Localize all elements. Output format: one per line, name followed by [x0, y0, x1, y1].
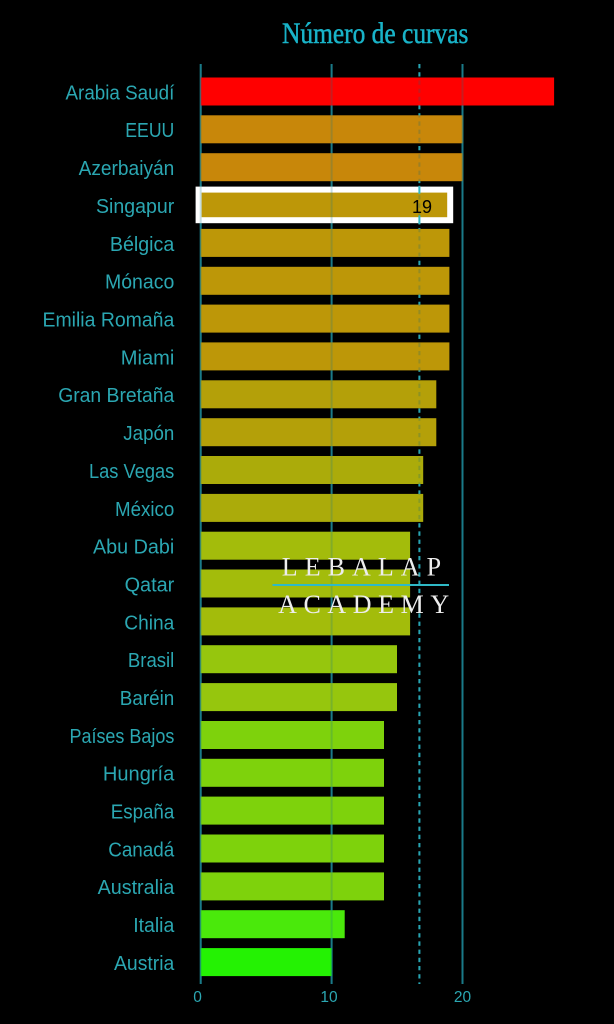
svg-text:Mónaco: Mónaco: [105, 272, 174, 294]
svg-text:Países Bajos: Países Bajos: [70, 726, 175, 748]
svg-text:10: 10: [320, 989, 338, 1006]
svg-text:Brasil: Brasil: [128, 650, 174, 672]
svg-text:Número de curvas: Número de curvas: [282, 17, 468, 50]
svg-text:Azerbaiyán: Azerbaiyán: [79, 158, 175, 180]
svg-text:México: México: [115, 499, 174, 521]
svg-text:Italia: Italia: [133, 915, 175, 937]
svg-text:Qatar: Qatar: [125, 574, 175, 596]
svg-text:LEBALAP: LEBALAP: [282, 553, 447, 582]
svg-text:Japón: Japón: [123, 423, 174, 445]
svg-text:Emilia Romaña: Emilia Romaña: [43, 310, 176, 332]
svg-text:Gran Bretaña: Gran Bretaña: [58, 385, 175, 407]
svg-text:Baréin: Baréin: [120, 688, 175, 710]
svg-text:Arabia Saudí: Arabia Saudí: [66, 82, 175, 104]
svg-text:Las Vegas: Las Vegas: [89, 461, 174, 483]
svg-text:Singapur: Singapur: [96, 196, 175, 218]
svg-text:0: 0: [193, 989, 202, 1006]
svg-text:Canadá: Canadá: [108, 839, 175, 861]
svg-text:Hungría: Hungría: [103, 764, 175, 786]
svg-text:España: España: [111, 802, 175, 824]
svg-text:Bélgica: Bélgica: [110, 234, 175, 256]
svg-text:Abu Dabi: Abu Dabi: [93, 537, 174, 559]
svg-text:20: 20: [454, 989, 472, 1006]
svg-text:China: China: [124, 612, 175, 634]
svg-text:ACADEMY: ACADEMY: [278, 590, 454, 619]
svg-text:Australia: Australia: [98, 877, 176, 899]
svg-text:Miami: Miami: [121, 347, 175, 369]
svg-text:Austria: Austria: [114, 953, 175, 975]
svg-text:19: 19: [412, 197, 432, 217]
svg-text:EEUU: EEUU: [125, 120, 174, 142]
